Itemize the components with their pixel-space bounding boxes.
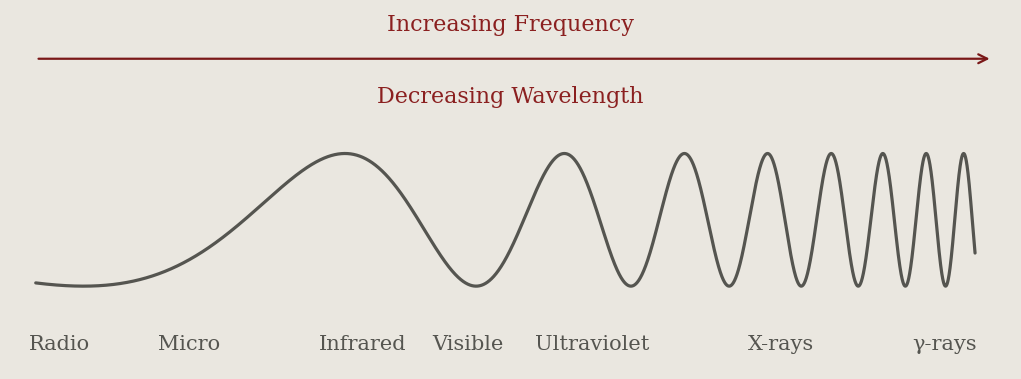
Text: γ-rays: γ-rays (912, 335, 977, 354)
Text: Increasing Frequency: Increasing Frequency (387, 14, 634, 36)
Text: Infrared: Infrared (319, 335, 406, 354)
Text: Visible: Visible (432, 335, 503, 354)
Text: Radio: Radio (29, 335, 90, 354)
Text: X-rays: X-rays (748, 335, 814, 354)
Text: Decreasing Wavelength: Decreasing Wavelength (377, 86, 644, 108)
Text: Ultraviolet: Ultraviolet (535, 335, 649, 354)
Text: Micro: Micro (158, 335, 220, 354)
